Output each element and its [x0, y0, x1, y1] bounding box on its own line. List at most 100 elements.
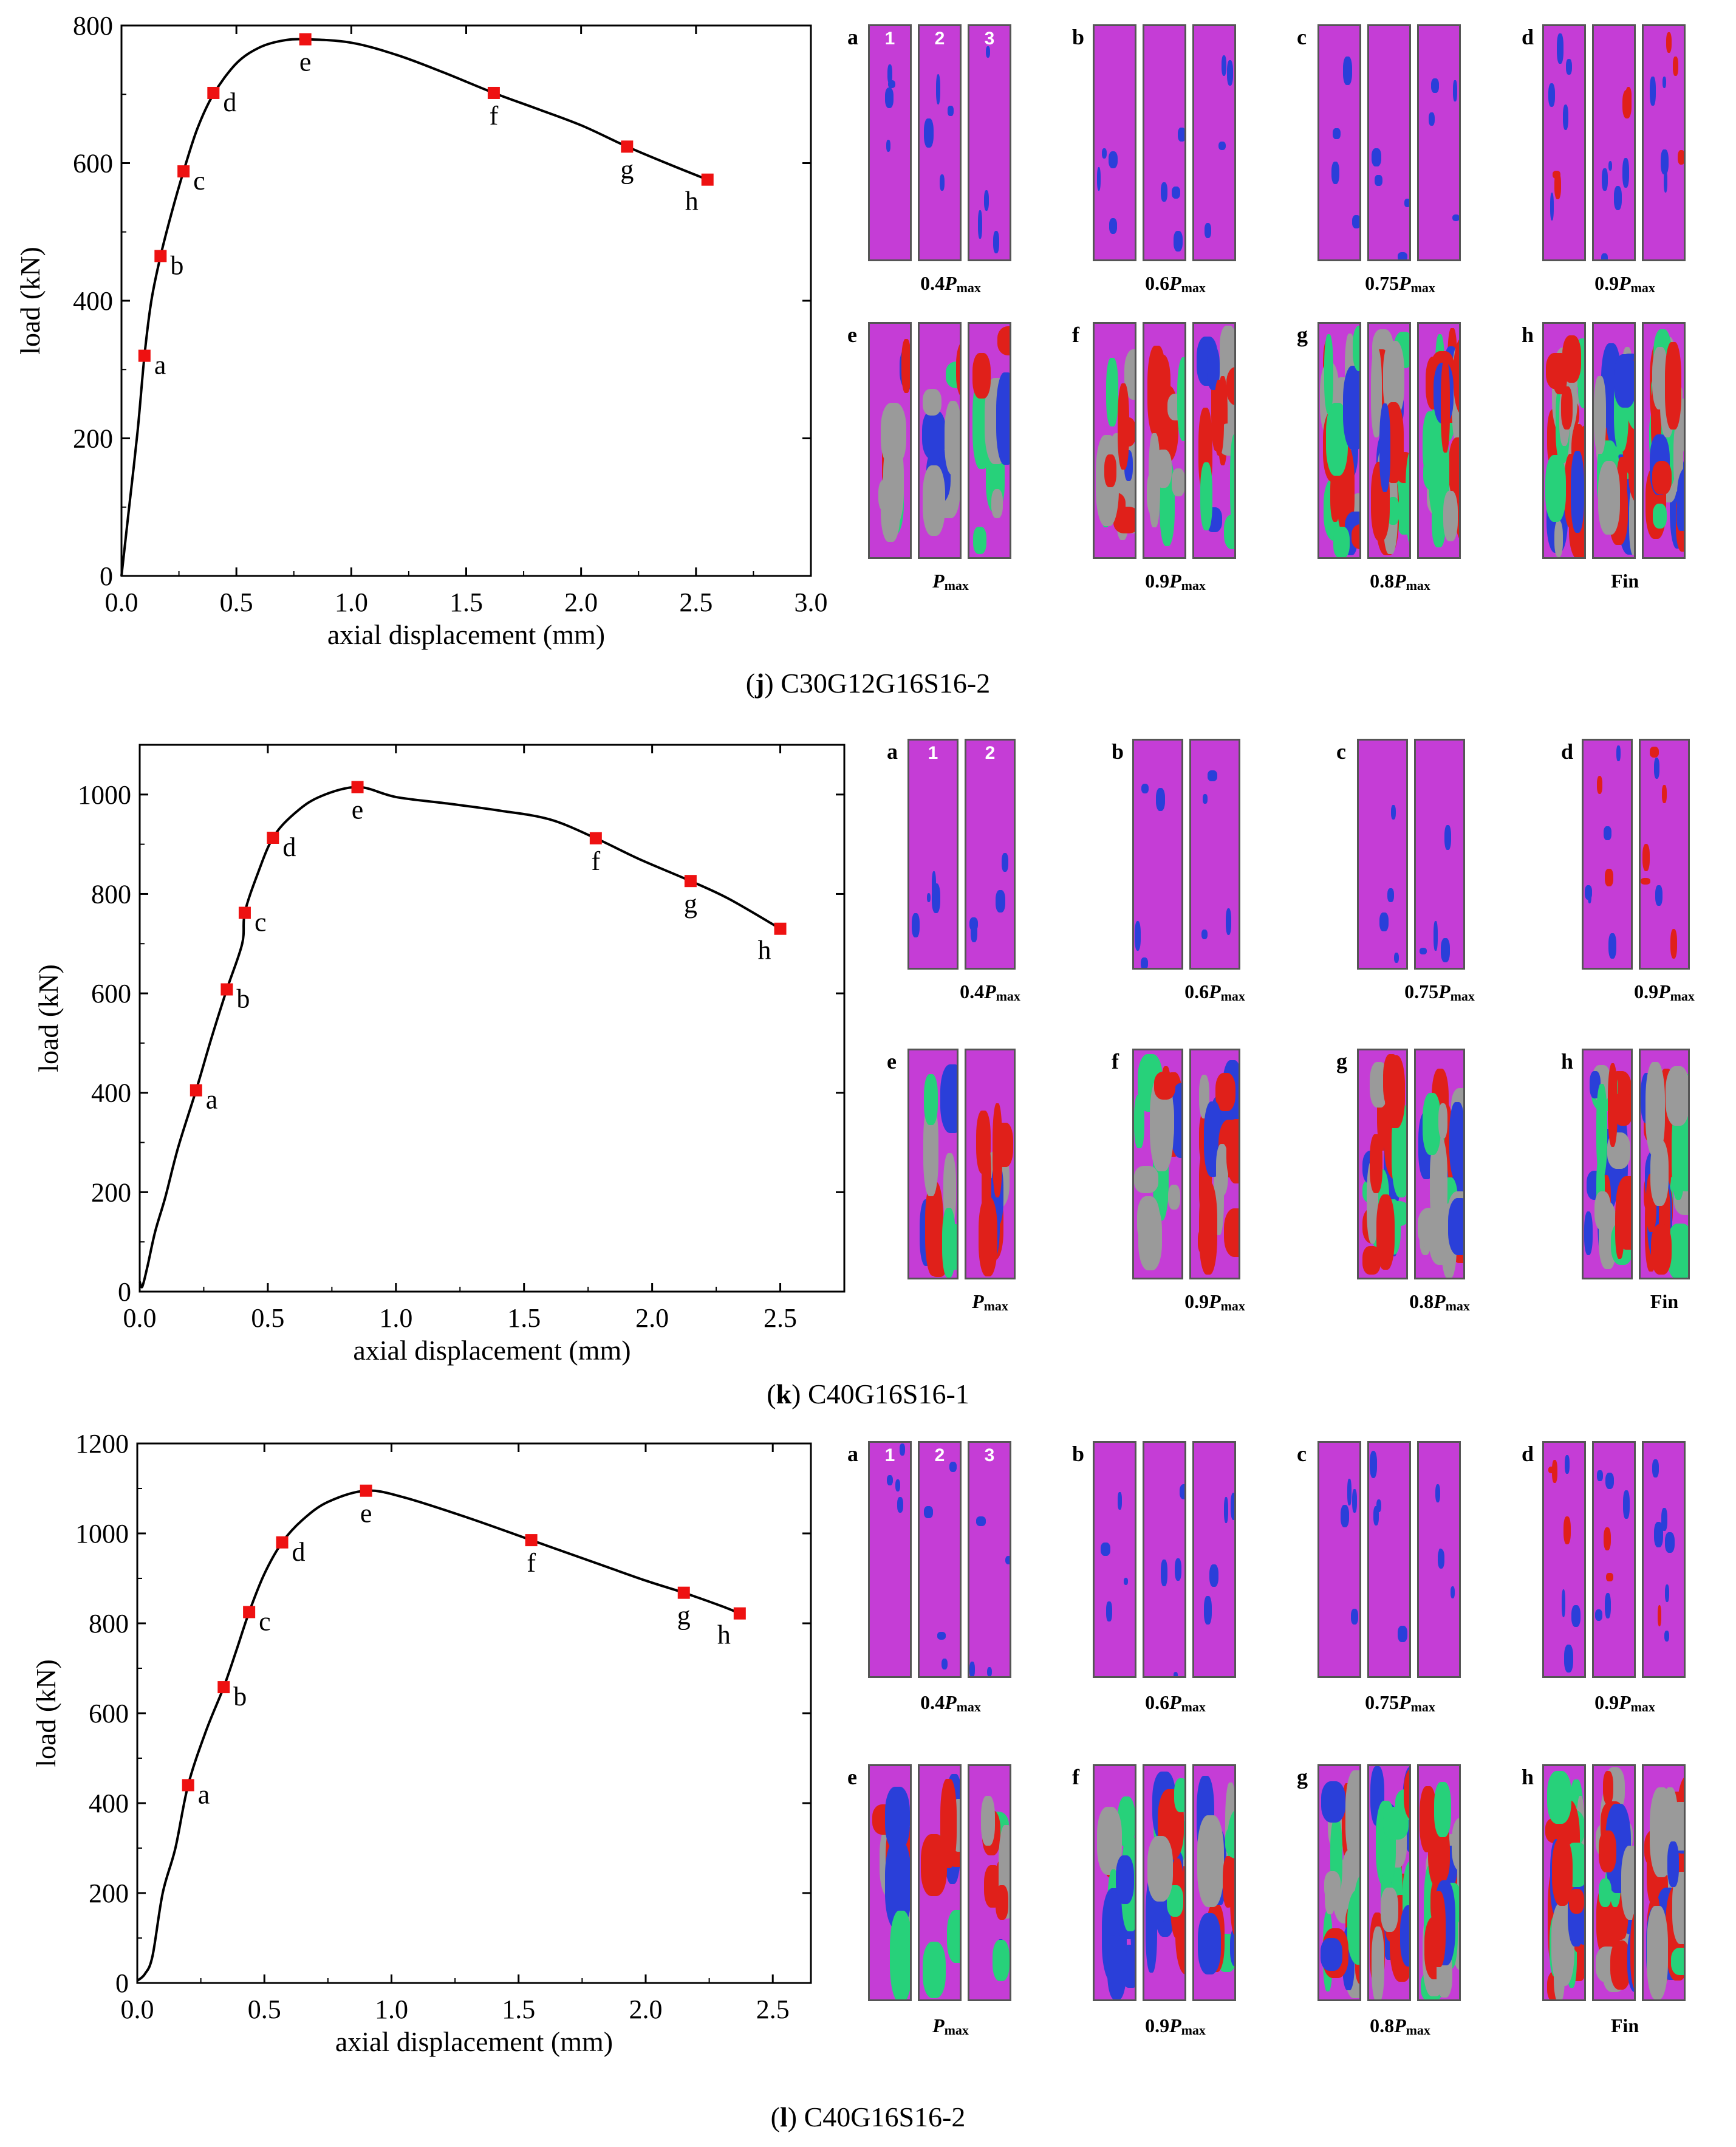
strain-blob [931, 883, 940, 914]
specimen-strip-2 [1143, 24, 1186, 261]
strain-blob [1449, 1102, 1463, 1179]
specimen-strip-2 [1592, 24, 1636, 261]
point-label-a: a [198, 1779, 210, 1809]
dic-thumbnail-c: c 0.75Pmax [1297, 24, 1481, 298]
strain-blob [921, 410, 946, 460]
data-point-g [684, 875, 697, 888]
dic-thumbnail-d: d 0.9Pmax [1561, 739, 1736, 1006]
strain-blob [1562, 335, 1581, 383]
thumbnail-caption: 0.8Pmax [1409, 1290, 1470, 1313]
thumbnail-caption: 0.9Pmax [1184, 1290, 1245, 1313]
specimen-strip-2: 2 [918, 1441, 962, 1678]
strain-blob [1435, 1484, 1441, 1503]
point-label-a: a [206, 1085, 218, 1115]
strain-blob [935, 74, 941, 104]
thumbnail-caption: 0.4Pmax [960, 981, 1020, 1004]
strip-number: 2 [985, 743, 996, 763]
strip-number: 1 [928, 743, 938, 763]
strain-blob [992, 1103, 1002, 1198]
data-point-d [267, 832, 279, 844]
strip-number: 1 [884, 29, 895, 49]
dic-thumbnail-c: c 0.75Pmax [1336, 739, 1521, 1006]
specimen-strip-1 [1542, 322, 1586, 559]
thumbnail-letter: f [1072, 1765, 1079, 1789]
chart-k: 0.0 0.5 1.0 1.5 2.0 2.5 0 200 400 600 800 1000 axial… [33, 744, 846, 1366]
strain-blob [897, 1497, 904, 1513]
strain-blob [1343, 366, 1359, 450]
point-label-g: g [677, 1601, 691, 1631]
x-tick-label: 2.0 [564, 587, 598, 617]
point-label-c: c [255, 908, 267, 937]
thumbnail-caption: 0.75Pmax [1365, 272, 1435, 295]
strain-blob [925, 1181, 944, 1276]
strain-blob [1355, 1944, 1359, 1987]
strain-blob [1597, 1470, 1603, 1481]
strain-blob [1218, 141, 1226, 151]
strain-blob [1160, 1560, 1167, 1586]
thumbnail-caption: 0.4Pmax [920, 1691, 981, 1714]
strain-blob [1603, 1527, 1611, 1550]
thumbnail-letter: c [1336, 739, 1346, 764]
caption-k: (k) C40G16S16-1 [767, 1378, 969, 1409]
specimen-strip-3 [1192, 24, 1236, 261]
specimen-strip-1 [1357, 1049, 1408, 1279]
strain-blob [1605, 1473, 1615, 1490]
strain-blob [1385, 1055, 1406, 1129]
strain-blob [1215, 1143, 1229, 1196]
strain-blob [1175, 1558, 1182, 1581]
thumbnail-caption: 0.6Pmax [1145, 1691, 1206, 1714]
strain-blob [1149, 433, 1160, 527]
dic-thumbnail-e: e Pmax [887, 1049, 1071, 1316]
strain-blob [955, 341, 960, 399]
strain-blob [1342, 56, 1352, 85]
strain-blob [986, 1666, 993, 1676]
x-tick-label: 0.5 [251, 1303, 284, 1333]
strain-blob [993, 230, 999, 254]
specimen-strip-2 [918, 322, 962, 559]
strain-blob [948, 106, 954, 116]
specimen-strip-2 [1592, 1441, 1636, 1678]
thumbnail-caption: 0.9Pmax [1594, 272, 1655, 295]
strain-blob [1596, 776, 1603, 795]
y-tick-label: 600 [73, 149, 113, 179]
strain-blob [1584, 1211, 1593, 1256]
data-point-g [677, 1586, 690, 1599]
dic-thumbnail-g: g 0.8Pmax [1297, 322, 1481, 595]
strain-blob [1147, 1836, 1174, 1902]
strain-blob [1557, 33, 1564, 64]
strain-blob [1352, 1488, 1358, 1513]
y-tick-label: 400 [91, 1078, 131, 1108]
strain-blob [1672, 1872, 1684, 1945]
strain-blob [1548, 83, 1555, 107]
specimen-strip-2 [1367, 1441, 1411, 1678]
thumbnail-caption: 0.75Pmax [1365, 1691, 1435, 1714]
strain-blob [1397, 1625, 1407, 1642]
strain-blob [1324, 334, 1334, 414]
strain-blob [1622, 157, 1629, 188]
strain-blob [941, 1658, 948, 1670]
thumbnail-caption: Pmax [972, 1290, 1008, 1313]
panel-l: 0.0 0.5 1.0 1.5 2.0 2.5 0 200 400 600 800 1000 1200 a… [0, 1426, 1736, 2147]
y-tick-label: 1000 [78, 780, 131, 810]
thumbnail-letter: c [1297, 1442, 1307, 1466]
data-point-a [182, 1779, 194, 1792]
x-tick-label: 0.5 [248, 1995, 281, 2024]
strain-blob [1423, 1093, 1441, 1156]
specimen-strip-3 [1192, 1764, 1236, 2001]
chart-l: 0.0 0.5 1.0 1.5 2.0 2.5 0 200 400 600 800 1000 1200 a… [30, 1429, 812, 2057]
thumbnail-letter: c [1297, 25, 1307, 49]
x-tick-label: 2.5 [679, 587, 713, 617]
strain-blob [1628, 485, 1634, 555]
strain-blob [1596, 1083, 1608, 1178]
point-label-d: d [282, 832, 296, 862]
strain-blob [1226, 1119, 1239, 1183]
strain-blob [1453, 80, 1457, 102]
strain-blob [1628, 434, 1634, 504]
strain-blob [1673, 56, 1678, 76]
point-label-a: a [154, 351, 166, 380]
specimen-strip-2: 2 [918, 24, 962, 261]
specimen-strip-2 [1189, 739, 1240, 970]
data-point-b [220, 983, 233, 996]
thumbnail-caption: 0.4Pmax [920, 272, 981, 295]
specimen-strip-3 [968, 1764, 1011, 2001]
